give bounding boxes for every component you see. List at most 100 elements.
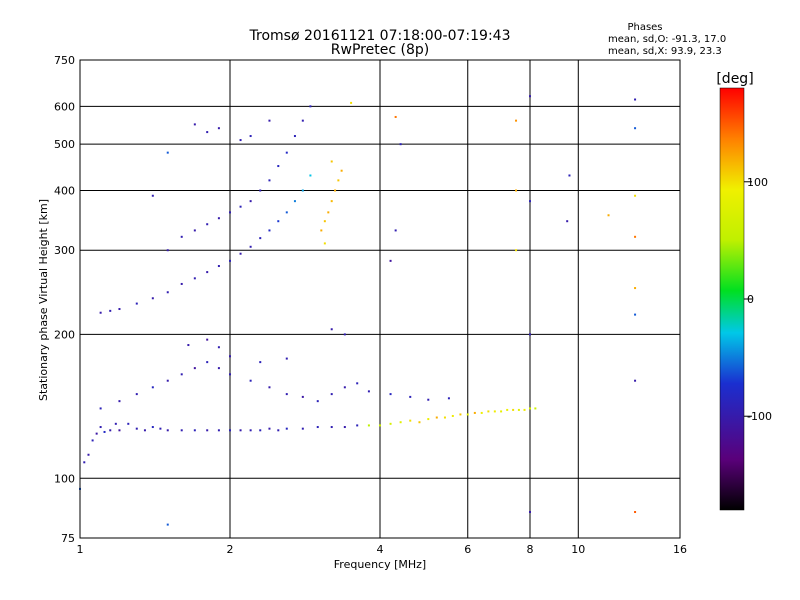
phases-heading: Phases	[627, 22, 662, 33]
data-point	[229, 211, 231, 214]
data-point	[418, 421, 421, 424]
data-point	[217, 265, 220, 268]
data-point	[389, 393, 392, 396]
data-point	[249, 245, 252, 248]
y-axis-label: Stationary phase Virtual Height [km]	[37, 199, 50, 401]
data-point	[427, 418, 430, 421]
data-point	[166, 523, 169, 526]
data-point	[343, 426, 346, 429]
data-point	[166, 249, 169, 252]
data-point	[343, 386, 346, 389]
data-point	[316, 400, 319, 403]
data-point	[249, 379, 252, 382]
colorbar	[719, 87, 745, 511]
chart-subtitle: RwPretec (8p)	[331, 42, 429, 58]
data-point	[159, 427, 162, 430]
data-point	[634, 235, 637, 238]
data-point	[337, 179, 340, 182]
data-point	[330, 200, 333, 203]
data-point	[206, 429, 209, 432]
data-point	[239, 252, 242, 255]
data-point	[334, 189, 337, 192]
data-point	[500, 410, 503, 413]
data-point	[151, 426, 154, 429]
data-point	[217, 367, 220, 370]
x-tick-label: 1	[77, 543, 84, 556]
data-point	[95, 432, 98, 435]
data-point	[323, 242, 326, 245]
data-point	[268, 229, 271, 232]
data-point	[91, 439, 94, 442]
data-point	[285, 357, 288, 360]
data-point	[229, 355, 231, 358]
data-point	[389, 422, 392, 425]
data-point	[327, 211, 330, 214]
y-tick-label: 750	[54, 54, 75, 67]
x-tick-label: 2	[227, 543, 234, 556]
data-point	[249, 429, 252, 432]
data-point	[529, 333, 531, 336]
data-point	[217, 346, 220, 349]
data-point	[330, 328, 333, 331]
data-point	[473, 411, 476, 414]
data-point	[367, 390, 370, 393]
data-point	[529, 95, 531, 98]
data-point	[135, 393, 138, 396]
y-tick-label: 500	[54, 138, 75, 151]
data-point	[566, 220, 569, 223]
data-point	[180, 429, 183, 432]
plot-frame	[79, 59, 681, 539]
y-tick-label: 100	[54, 472, 75, 485]
data-point	[143, 429, 146, 432]
data-point	[109, 429, 112, 432]
data-point	[268, 427, 271, 430]
data-point	[268, 119, 271, 122]
data-point	[367, 424, 370, 427]
data-point	[634, 511, 637, 514]
data-point	[166, 291, 169, 294]
y-tick-label: 600	[54, 100, 75, 113]
data-point	[534, 407, 537, 410]
data-point	[394, 115, 397, 118]
data-point	[394, 229, 397, 232]
data-point	[229, 429, 231, 432]
data-point	[427, 398, 430, 401]
data-point	[350, 101, 353, 104]
data-point	[118, 429, 121, 432]
data-point	[217, 127, 220, 130]
grid-lines	[80, 60, 680, 538]
data-point	[180, 282, 183, 285]
data-point	[389, 259, 392, 262]
data-point	[83, 461, 86, 464]
data-point	[515, 119, 518, 122]
data-point	[447, 397, 450, 400]
data-point	[320, 229, 323, 232]
data-point	[512, 408, 515, 411]
data-point	[277, 220, 280, 223]
data-point	[187, 344, 190, 347]
data-point	[259, 189, 262, 192]
data-point	[285, 211, 288, 214]
data-point	[634, 379, 637, 382]
data-point	[285, 427, 288, 430]
data-point	[180, 235, 183, 238]
data-point	[135, 302, 138, 305]
data-point	[109, 309, 112, 312]
data-point	[249, 135, 252, 138]
data-point	[239, 429, 242, 432]
data-point	[193, 367, 196, 370]
phases-stats-o: mean, sd,O: -91.3, 17.0	[608, 34, 726, 45]
x-tick-label: 10	[571, 543, 585, 556]
y-tick-label: 300	[54, 244, 75, 257]
data-point	[607, 214, 610, 217]
data-point	[103, 430, 106, 433]
data-point	[239, 139, 242, 142]
data-point	[634, 98, 637, 101]
data-point	[399, 143, 402, 146]
colorbar-ticks: 100 0 -100	[744, 176, 772, 423]
data-point	[330, 393, 333, 396]
data-point	[206, 131, 209, 134]
data-point	[217, 429, 220, 432]
data-point	[309, 105, 312, 108]
data-point	[180, 373, 183, 376]
